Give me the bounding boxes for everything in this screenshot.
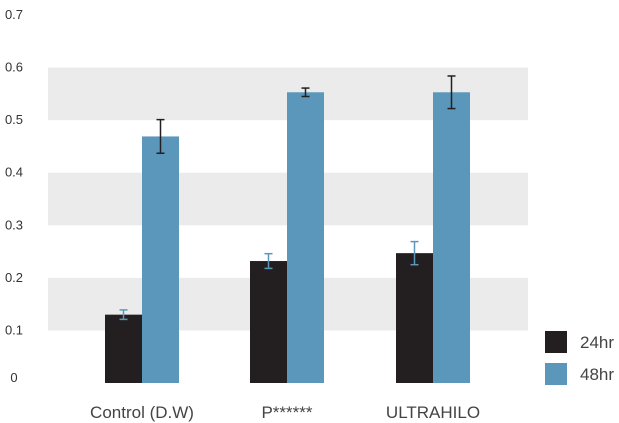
y-tick-label: 0 xyxy=(10,370,17,385)
legend-swatch-48hr xyxy=(545,363,567,385)
bar-24hr-1 xyxy=(250,261,287,383)
y-tick-label: 0.1 xyxy=(5,322,23,337)
y-tick-label: 0.2 xyxy=(5,270,23,285)
error-bar-24hr-1 xyxy=(264,252,273,270)
y-tick-label: 0.6 xyxy=(5,60,23,75)
bar-48hr-2 xyxy=(433,92,470,383)
bar-24hr-2 xyxy=(396,253,433,383)
error-bar-48hr-0 xyxy=(156,118,165,155)
x-category-label: Control (D.W) xyxy=(90,403,194,422)
bars xyxy=(105,92,470,383)
x-category-label: ULTRAHILO xyxy=(386,403,480,422)
y-axis-tick-labels: 0 0.1 0.2 0.3 0.4 0.5 0.6 0.7 xyxy=(5,7,23,385)
legend-swatch-24hr xyxy=(545,331,567,353)
error-bar-24hr-0 xyxy=(119,309,128,321)
legend-label-48hr: 48hr xyxy=(580,365,614,384)
x-axis-category-labels: Control (D.W) P****** ULTRAHILO xyxy=(90,403,480,422)
bar-24hr-0 xyxy=(105,314,142,383)
y-tick-label: 0.4 xyxy=(5,165,23,180)
error-bars xyxy=(119,75,456,321)
error-bar-48hr-1 xyxy=(301,87,310,98)
legend: 24hr 48hr xyxy=(545,331,614,385)
bar-48hr-1 xyxy=(287,92,324,383)
legend-label-24hr: 24hr xyxy=(580,333,614,352)
bar-48hr-0 xyxy=(142,136,179,383)
error-bar-24hr-2 xyxy=(410,240,419,266)
y-tick-label: 0.5 xyxy=(5,112,23,127)
y-tick-label: 0.3 xyxy=(5,217,23,232)
y-tick-label: 0.7 xyxy=(5,7,23,22)
error-bar-48hr-2 xyxy=(447,75,456,110)
x-category-label: P****** xyxy=(261,403,312,422)
